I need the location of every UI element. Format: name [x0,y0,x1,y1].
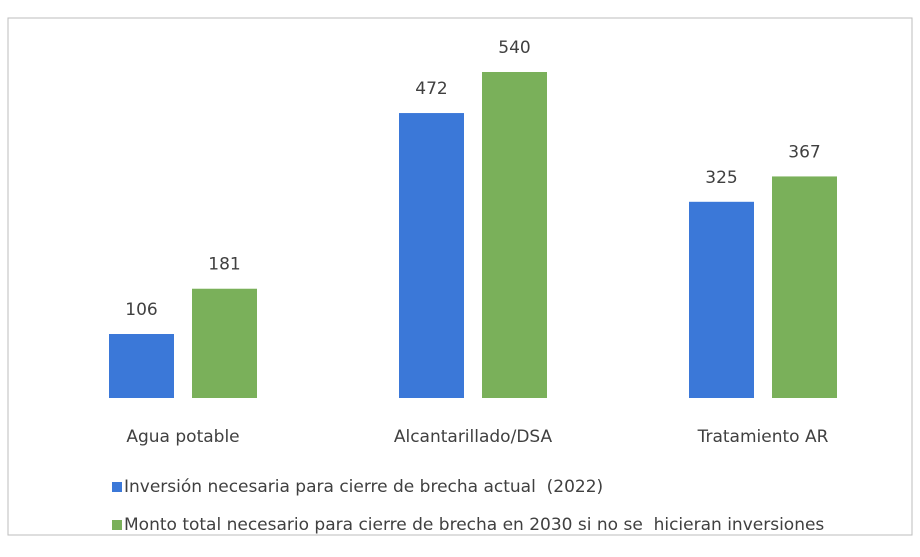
legend-swatch [112,482,122,492]
data-label: 540 [498,38,530,58]
x-tick-label: Tratamiento AR [697,427,829,447]
bar [109,334,174,398]
bar [399,113,464,398]
data-label: 106 [125,300,157,320]
data-label: 472 [415,79,447,99]
legend-label: Inversión necesaria para cierre de brech… [124,477,603,497]
legend-swatch [112,520,122,530]
data-label: 367 [788,142,820,162]
x-tick-label: Agua potable [126,427,239,447]
legend-label: Monto total necesario para cierre de bre… [124,515,824,535]
bar [482,72,547,398]
bar [772,176,837,398]
data-label: 325 [705,168,737,188]
x-tick-label: Alcantarillado/DSA [394,427,553,447]
data-label: 181 [208,255,240,275]
bar [689,201,754,398]
bar [192,288,257,398]
